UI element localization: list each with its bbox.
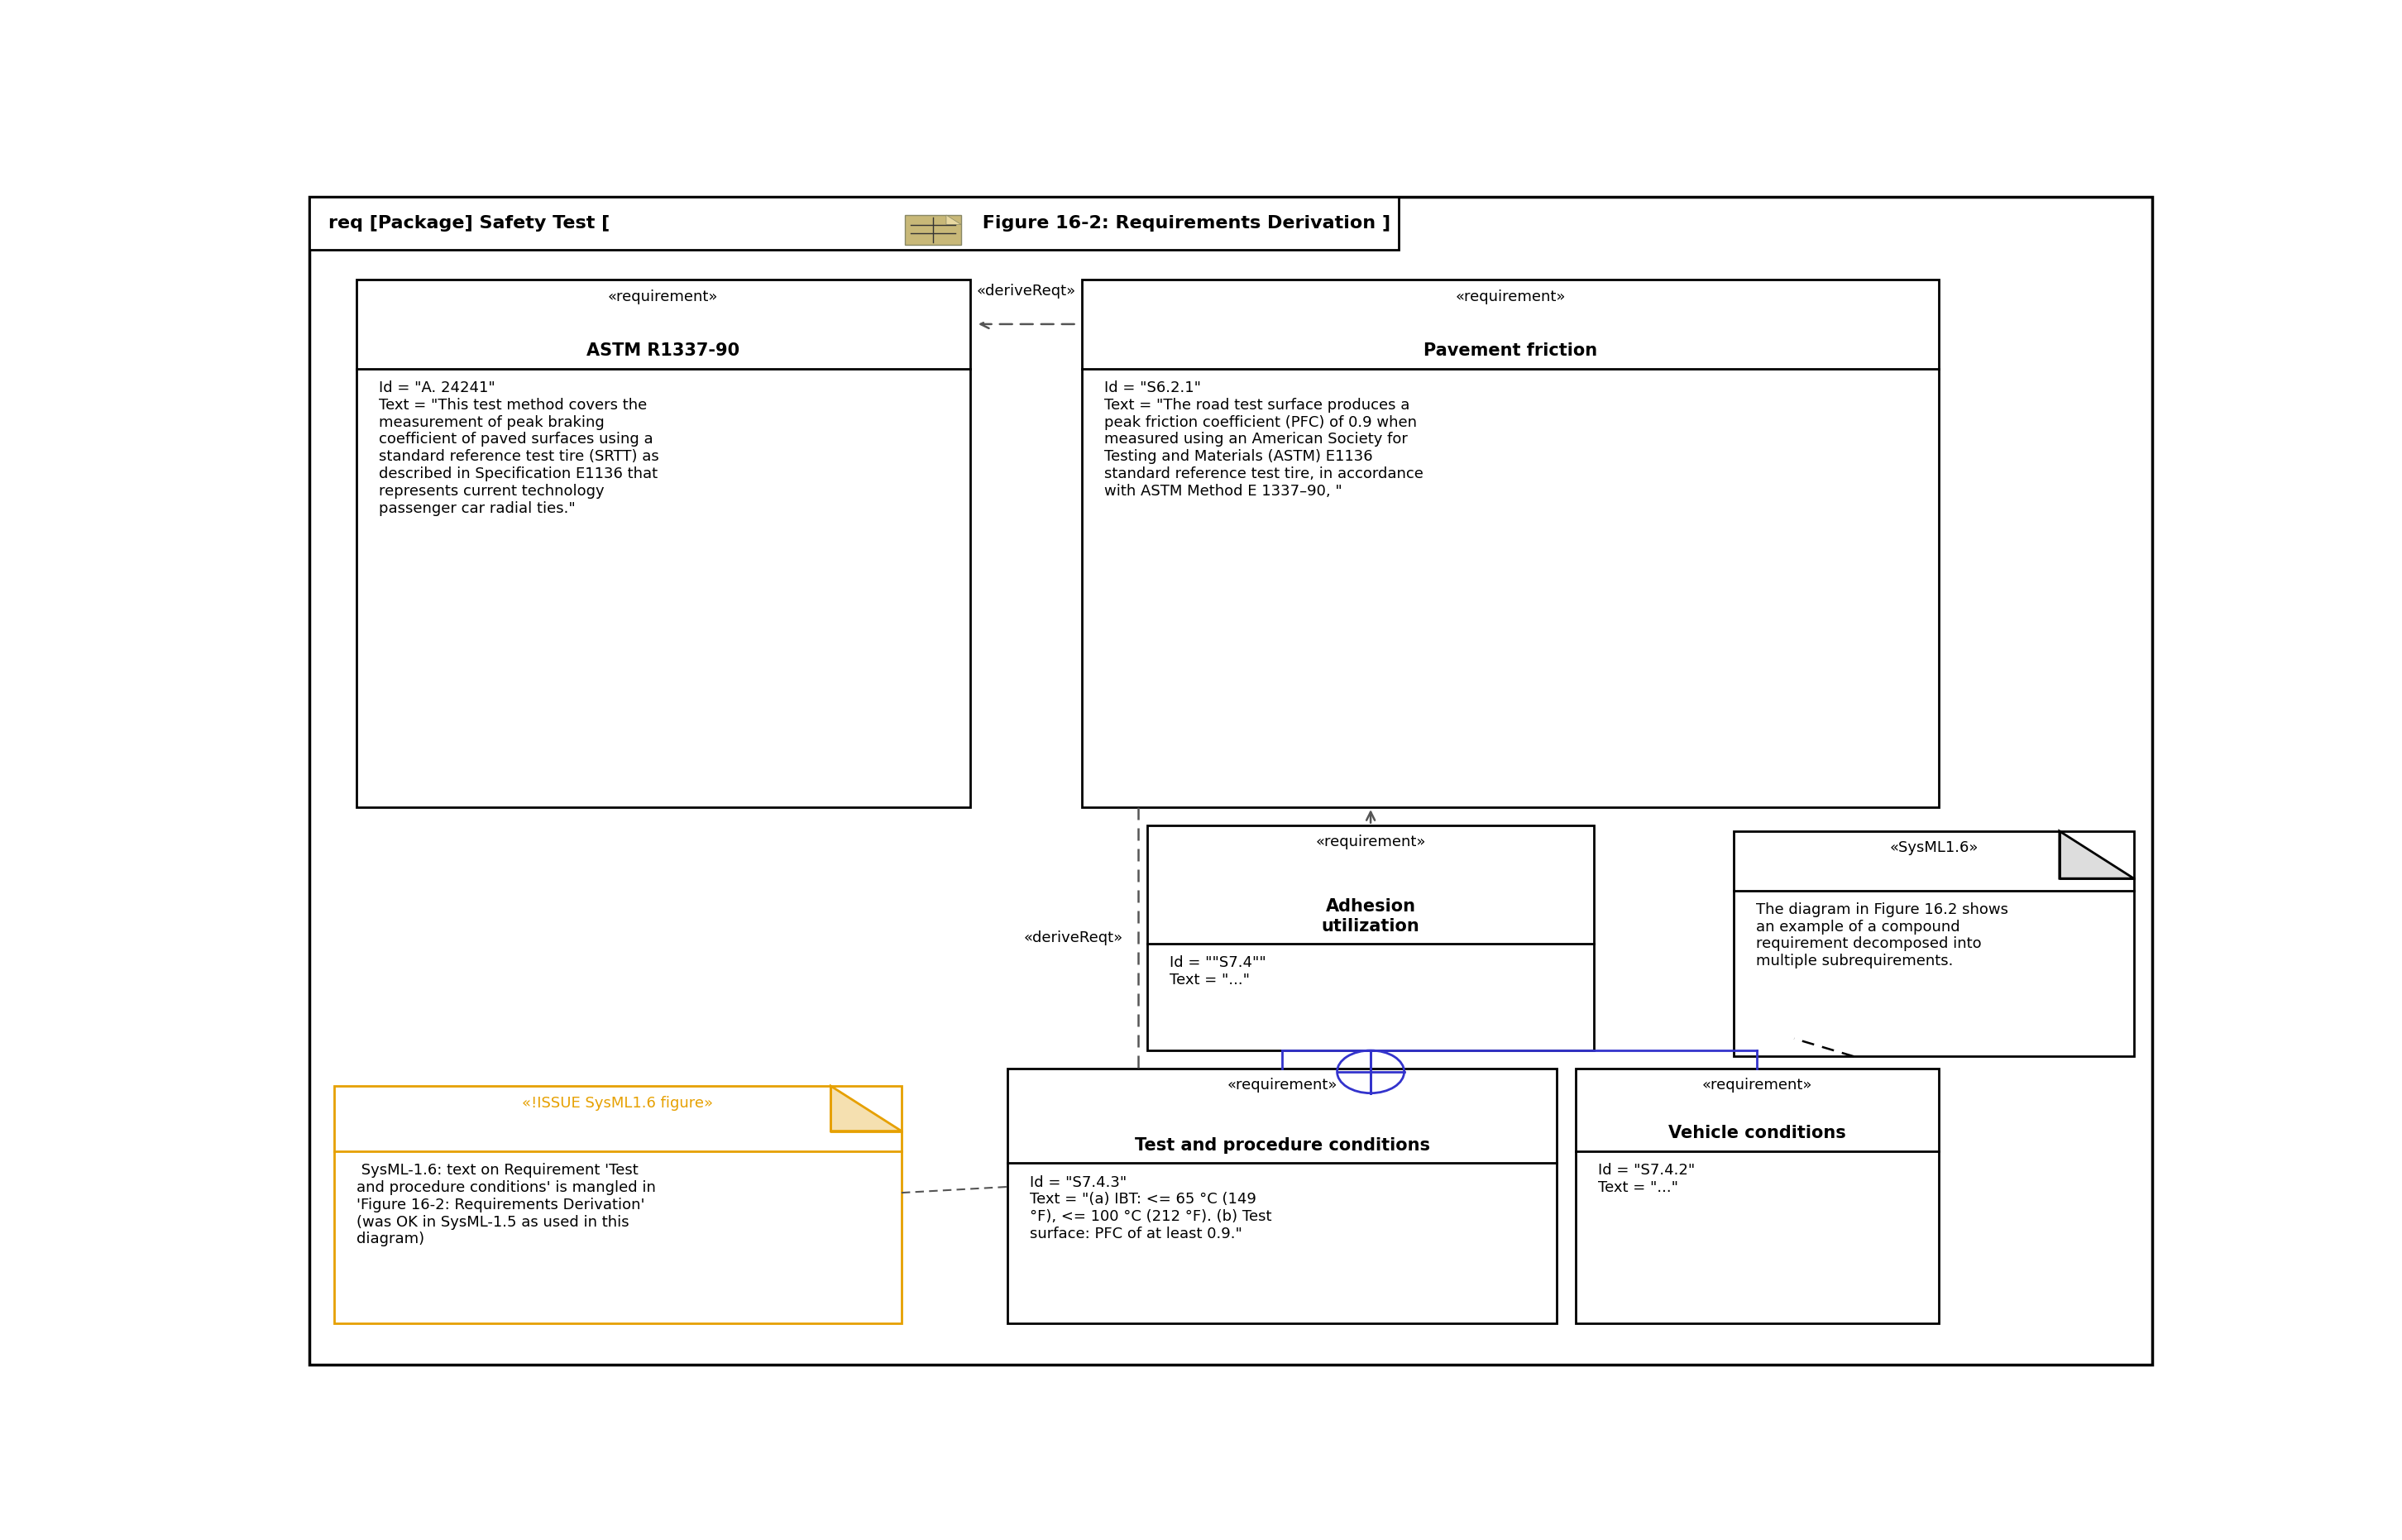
FancyBboxPatch shape [310,197,1398,249]
Text: req [Package] Safety Test [: req [Package] Safety Test [ [329,216,610,231]
Polygon shape [946,216,961,225]
Text: Adhesion
utilization: Adhesion utilization [1321,898,1420,935]
Text: Id = "S7.4.2"
Text = "...": Id = "S7.4.2" Text = "..." [1597,1163,1696,1195]
FancyBboxPatch shape [1148,825,1595,1050]
FancyBboxPatch shape [1576,1069,1938,1323]
FancyBboxPatch shape [1081,280,1938,807]
FancyBboxPatch shape [334,1086,901,1323]
FancyBboxPatch shape [1734,832,2133,1056]
Text: «requirement»: «requirement» [1316,835,1427,850]
Text: «requirement»: «requirement» [608,290,718,303]
Text: Figure 16-2: Requirements Derivation ]: Figure 16-2: Requirements Derivation ] [975,216,1391,231]
Text: ASTM R1337-90: ASTM R1337-90 [586,342,740,359]
Polygon shape [831,1086,901,1130]
Text: «requirement»: «requirement» [1227,1078,1338,1092]
Text: SysML-1.6: text on Requirement 'Test
and procedure conditions' is mangled in
'Fi: SysML-1.6: text on Requirement 'Test and… [355,1163,656,1247]
Text: «requirement»: «requirement» [1456,290,1566,303]
FancyBboxPatch shape [906,216,961,245]
FancyBboxPatch shape [355,280,970,807]
Text: Pavement friction: Pavement friction [1424,342,1597,359]
Text: Id = "S7.4.3"
Text = "(a) IBT: <= 65 °C (149
°F), <= 100 °C (212 °F). (b) Test
s: Id = "S7.4.3" Text = "(a) IBT: <= 65 °C … [1030,1175,1273,1241]
Text: Id = ""S7.4""
Text = "...": Id = ""S7.4"" Text = "..." [1170,955,1266,987]
Text: «deriveReqt»: «deriveReqt» [1023,930,1124,946]
FancyBboxPatch shape [1009,1069,1556,1323]
Text: «requirement»: «requirement» [1701,1078,1811,1092]
Text: Test and procedure conditions: Test and procedure conditions [1134,1137,1429,1153]
Text: «deriveReqt»: «deriveReqt» [978,283,1076,299]
Text: Id = "S6.2.1"
Text = "The road test surface produces a
peak friction coefficient: Id = "S6.2.1" Text = "The road test surf… [1105,380,1424,499]
FancyBboxPatch shape [310,197,2152,1364]
Text: Vehicle conditions: Vehicle conditions [1667,1126,1845,1141]
Polygon shape [2059,832,2133,878]
Text: The diagram in Figure 16.2 shows
an example of a compound
requirement decomposed: The diagram in Figure 16.2 shows an exam… [1756,902,2008,969]
Text: «!ISSUE SysML1.6 figure»: «!ISSUE SysML1.6 figure» [521,1095,713,1110]
Text: Id = "A. 24241"
Text = "This test method covers the
measurement of peak braking
: Id = "A. 24241" Text = "This test method… [380,380,658,516]
Text: «SysML1.6»: «SysML1.6» [1890,841,1979,855]
